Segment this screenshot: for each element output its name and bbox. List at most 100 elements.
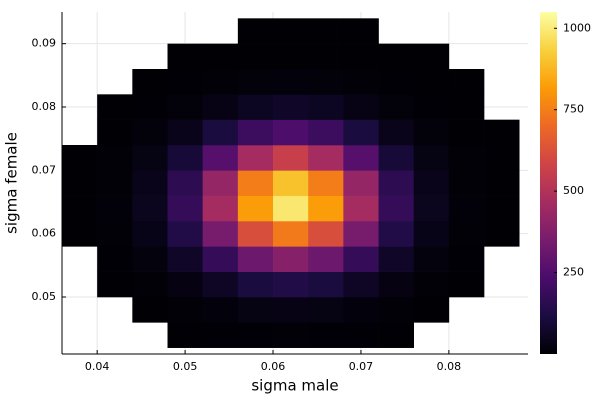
heatmap-cell bbox=[378, 170, 414, 196]
heatmap-cell bbox=[413, 94, 450, 120]
heatmap-cell bbox=[237, 297, 274, 323]
heatmap-cell bbox=[273, 170, 309, 196]
heatmap-cell bbox=[167, 271, 203, 298]
heatmap-cell bbox=[413, 271, 450, 298]
heatmap-cell bbox=[167, 119, 203, 146]
heatmap-cell bbox=[308, 246, 344, 272]
heatmap-cell bbox=[97, 271, 133, 298]
heatmap-cell bbox=[308, 170, 344, 196]
heatmap-cell bbox=[167, 246, 203, 272]
x-tick-label: 0.06 bbox=[261, 360, 286, 373]
heatmap-cell bbox=[273, 43, 309, 70]
heatmap-cell bbox=[237, 94, 274, 120]
heatmap-cell bbox=[273, 69, 309, 95]
heatmap-cell bbox=[237, 69, 274, 95]
y-tick-label: 0.05 bbox=[32, 290, 57, 303]
heatmap-cell bbox=[343, 221, 379, 247]
colorbar bbox=[540, 12, 557, 354]
heatmap-cell bbox=[167, 43, 203, 70]
heatmap-cell bbox=[97, 246, 133, 272]
heatmap-cell bbox=[237, 170, 274, 196]
heatmap-cell bbox=[448, 145, 485, 171]
heatmap-cell bbox=[273, 145, 309, 171]
heatmap-cell bbox=[237, 145, 274, 171]
heatmap-cell bbox=[132, 69, 168, 95]
x-tick-label: 0.04 bbox=[85, 360, 110, 373]
heatmap-cell bbox=[273, 297, 309, 323]
heatmap-cell bbox=[343, 119, 379, 146]
heatmap-cell bbox=[378, 43, 414, 70]
heatmap-cell bbox=[202, 170, 239, 196]
heatmap-cell bbox=[97, 94, 133, 120]
heatmap-cell bbox=[343, 170, 379, 196]
heatmap-cell bbox=[132, 271, 168, 298]
heatmap-cell bbox=[237, 271, 274, 298]
heatmap-cell bbox=[167, 195, 203, 222]
heatmap-cell bbox=[308, 271, 344, 298]
y-tick-label: 0.08 bbox=[32, 100, 57, 113]
heatmap-cell bbox=[167, 221, 203, 247]
heatmap-cell bbox=[97, 119, 133, 146]
heatmap-cell bbox=[413, 43, 450, 70]
heatmap-cell bbox=[308, 43, 344, 70]
heatmap-cell bbox=[132, 170, 168, 196]
heatmap-cell bbox=[448, 119, 485, 146]
heatmap-cell bbox=[167, 170, 203, 196]
heatmap-cell bbox=[237, 119, 274, 146]
heatmap-cell bbox=[413, 145, 450, 171]
heatmap-cell bbox=[273, 271, 309, 298]
heatmap-cell bbox=[202, 246, 239, 272]
heatmap-cell bbox=[343, 94, 379, 120]
heatmap-cell bbox=[308, 94, 344, 120]
heatmap-cell bbox=[62, 195, 98, 222]
colorbar-tick-label: 1000 bbox=[563, 21, 591, 34]
heatmap-cell bbox=[343, 195, 379, 222]
heatmap-cell bbox=[202, 119, 239, 146]
heatmap-cell bbox=[378, 271, 414, 298]
colorbar-tick-label: 250 bbox=[563, 266, 584, 279]
heatmap-cell bbox=[132, 195, 168, 222]
heatmap-cell bbox=[448, 170, 485, 196]
heatmap-cell bbox=[413, 221, 450, 247]
heatmap-cell bbox=[167, 297, 203, 323]
heatmap-cell bbox=[378, 221, 414, 247]
heatmap-cell bbox=[378, 195, 414, 222]
heatmap-cell bbox=[167, 145, 203, 171]
heatmap-cell bbox=[132, 119, 168, 146]
heatmap-cell bbox=[343, 43, 379, 70]
heatmap-cell bbox=[484, 170, 520, 196]
heatmap-cell bbox=[413, 297, 450, 323]
heatmap-cell bbox=[308, 18, 344, 44]
heatmap-cell bbox=[202, 322, 239, 348]
heatmap-cell bbox=[378, 322, 414, 348]
heatmap-cell bbox=[132, 94, 168, 120]
y-tick-label: 0.07 bbox=[32, 163, 57, 176]
x-tick-label: 0.05 bbox=[173, 360, 198, 373]
heatmap-cell bbox=[237, 18, 274, 44]
heatmap-cell bbox=[308, 322, 344, 348]
heatmap-cell bbox=[343, 271, 379, 298]
x-tick-label: 0.08 bbox=[437, 360, 462, 373]
heatmap-cell bbox=[413, 69, 450, 95]
heatmap-cell bbox=[273, 18, 309, 44]
heatmap-cell bbox=[202, 43, 239, 70]
heatmap-cell bbox=[448, 195, 485, 222]
heatmap-cell bbox=[202, 297, 239, 323]
heatmap-cell bbox=[343, 145, 379, 171]
heatmap-cell bbox=[413, 246, 450, 272]
heatmap-cell bbox=[343, 322, 379, 348]
heatmap-cell bbox=[273, 195, 309, 222]
heatmap-cell bbox=[448, 94, 485, 120]
heatmap-cell bbox=[62, 170, 98, 196]
heatmap-cell bbox=[378, 145, 414, 171]
heatmap-cell bbox=[237, 195, 274, 222]
heatmap-cell bbox=[378, 297, 414, 323]
heatmap-cell bbox=[448, 271, 485, 298]
heatmap-cell bbox=[448, 246, 485, 272]
heatmap-cell bbox=[237, 246, 274, 272]
heatmap-cell bbox=[237, 43, 274, 70]
heatmap-cell bbox=[62, 145, 98, 171]
heatmap-cell bbox=[132, 145, 168, 171]
heatmap-cell bbox=[237, 322, 274, 348]
heatmap-cell bbox=[484, 145, 520, 171]
